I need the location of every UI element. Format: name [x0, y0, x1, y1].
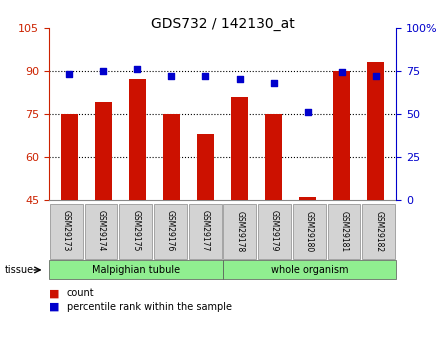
Text: GDS732 / 142130_at: GDS732 / 142130_at: [150, 17, 295, 31]
Point: [236, 77, 243, 82]
Text: Malpighian tubule: Malpighian tubule: [92, 265, 180, 275]
Bar: [95, 102, 112, 329]
Text: GSM29174: GSM29174: [97, 210, 105, 252]
Point: [134, 66, 141, 72]
Text: GSM29175: GSM29175: [131, 210, 140, 252]
Bar: [129, 79, 146, 329]
Text: GSM29176: GSM29176: [166, 210, 175, 252]
Point: [202, 73, 209, 79]
Bar: [367, 62, 384, 329]
Bar: [265, 114, 282, 329]
Bar: [163, 114, 180, 329]
Point: [304, 109, 311, 115]
Text: percentile rank within the sample: percentile rank within the sample: [67, 302, 232, 312]
Text: tissue: tissue: [4, 265, 33, 275]
Point: [338, 70, 345, 75]
Text: GSM29181: GSM29181: [340, 210, 348, 252]
Point: [100, 68, 107, 73]
Text: GSM29173: GSM29173: [62, 210, 71, 252]
Text: whole organism: whole organism: [271, 265, 348, 275]
Text: GSM29177: GSM29177: [201, 210, 210, 252]
Text: GSM29179: GSM29179: [270, 210, 279, 252]
Bar: [197, 134, 214, 329]
Point: [372, 73, 379, 79]
Text: count: count: [67, 288, 94, 298]
Text: GSM29180: GSM29180: [305, 210, 314, 252]
Bar: [299, 197, 316, 329]
Point: [66, 71, 73, 77]
Text: GSM29178: GSM29178: [235, 210, 244, 252]
Bar: [333, 71, 350, 329]
Text: GSM29182: GSM29182: [374, 210, 383, 252]
Text: ■: ■: [49, 302, 60, 312]
Bar: [61, 114, 78, 329]
Point: [270, 80, 277, 86]
Bar: [231, 97, 248, 329]
Point: [168, 73, 175, 79]
Text: ■: ■: [49, 288, 60, 298]
